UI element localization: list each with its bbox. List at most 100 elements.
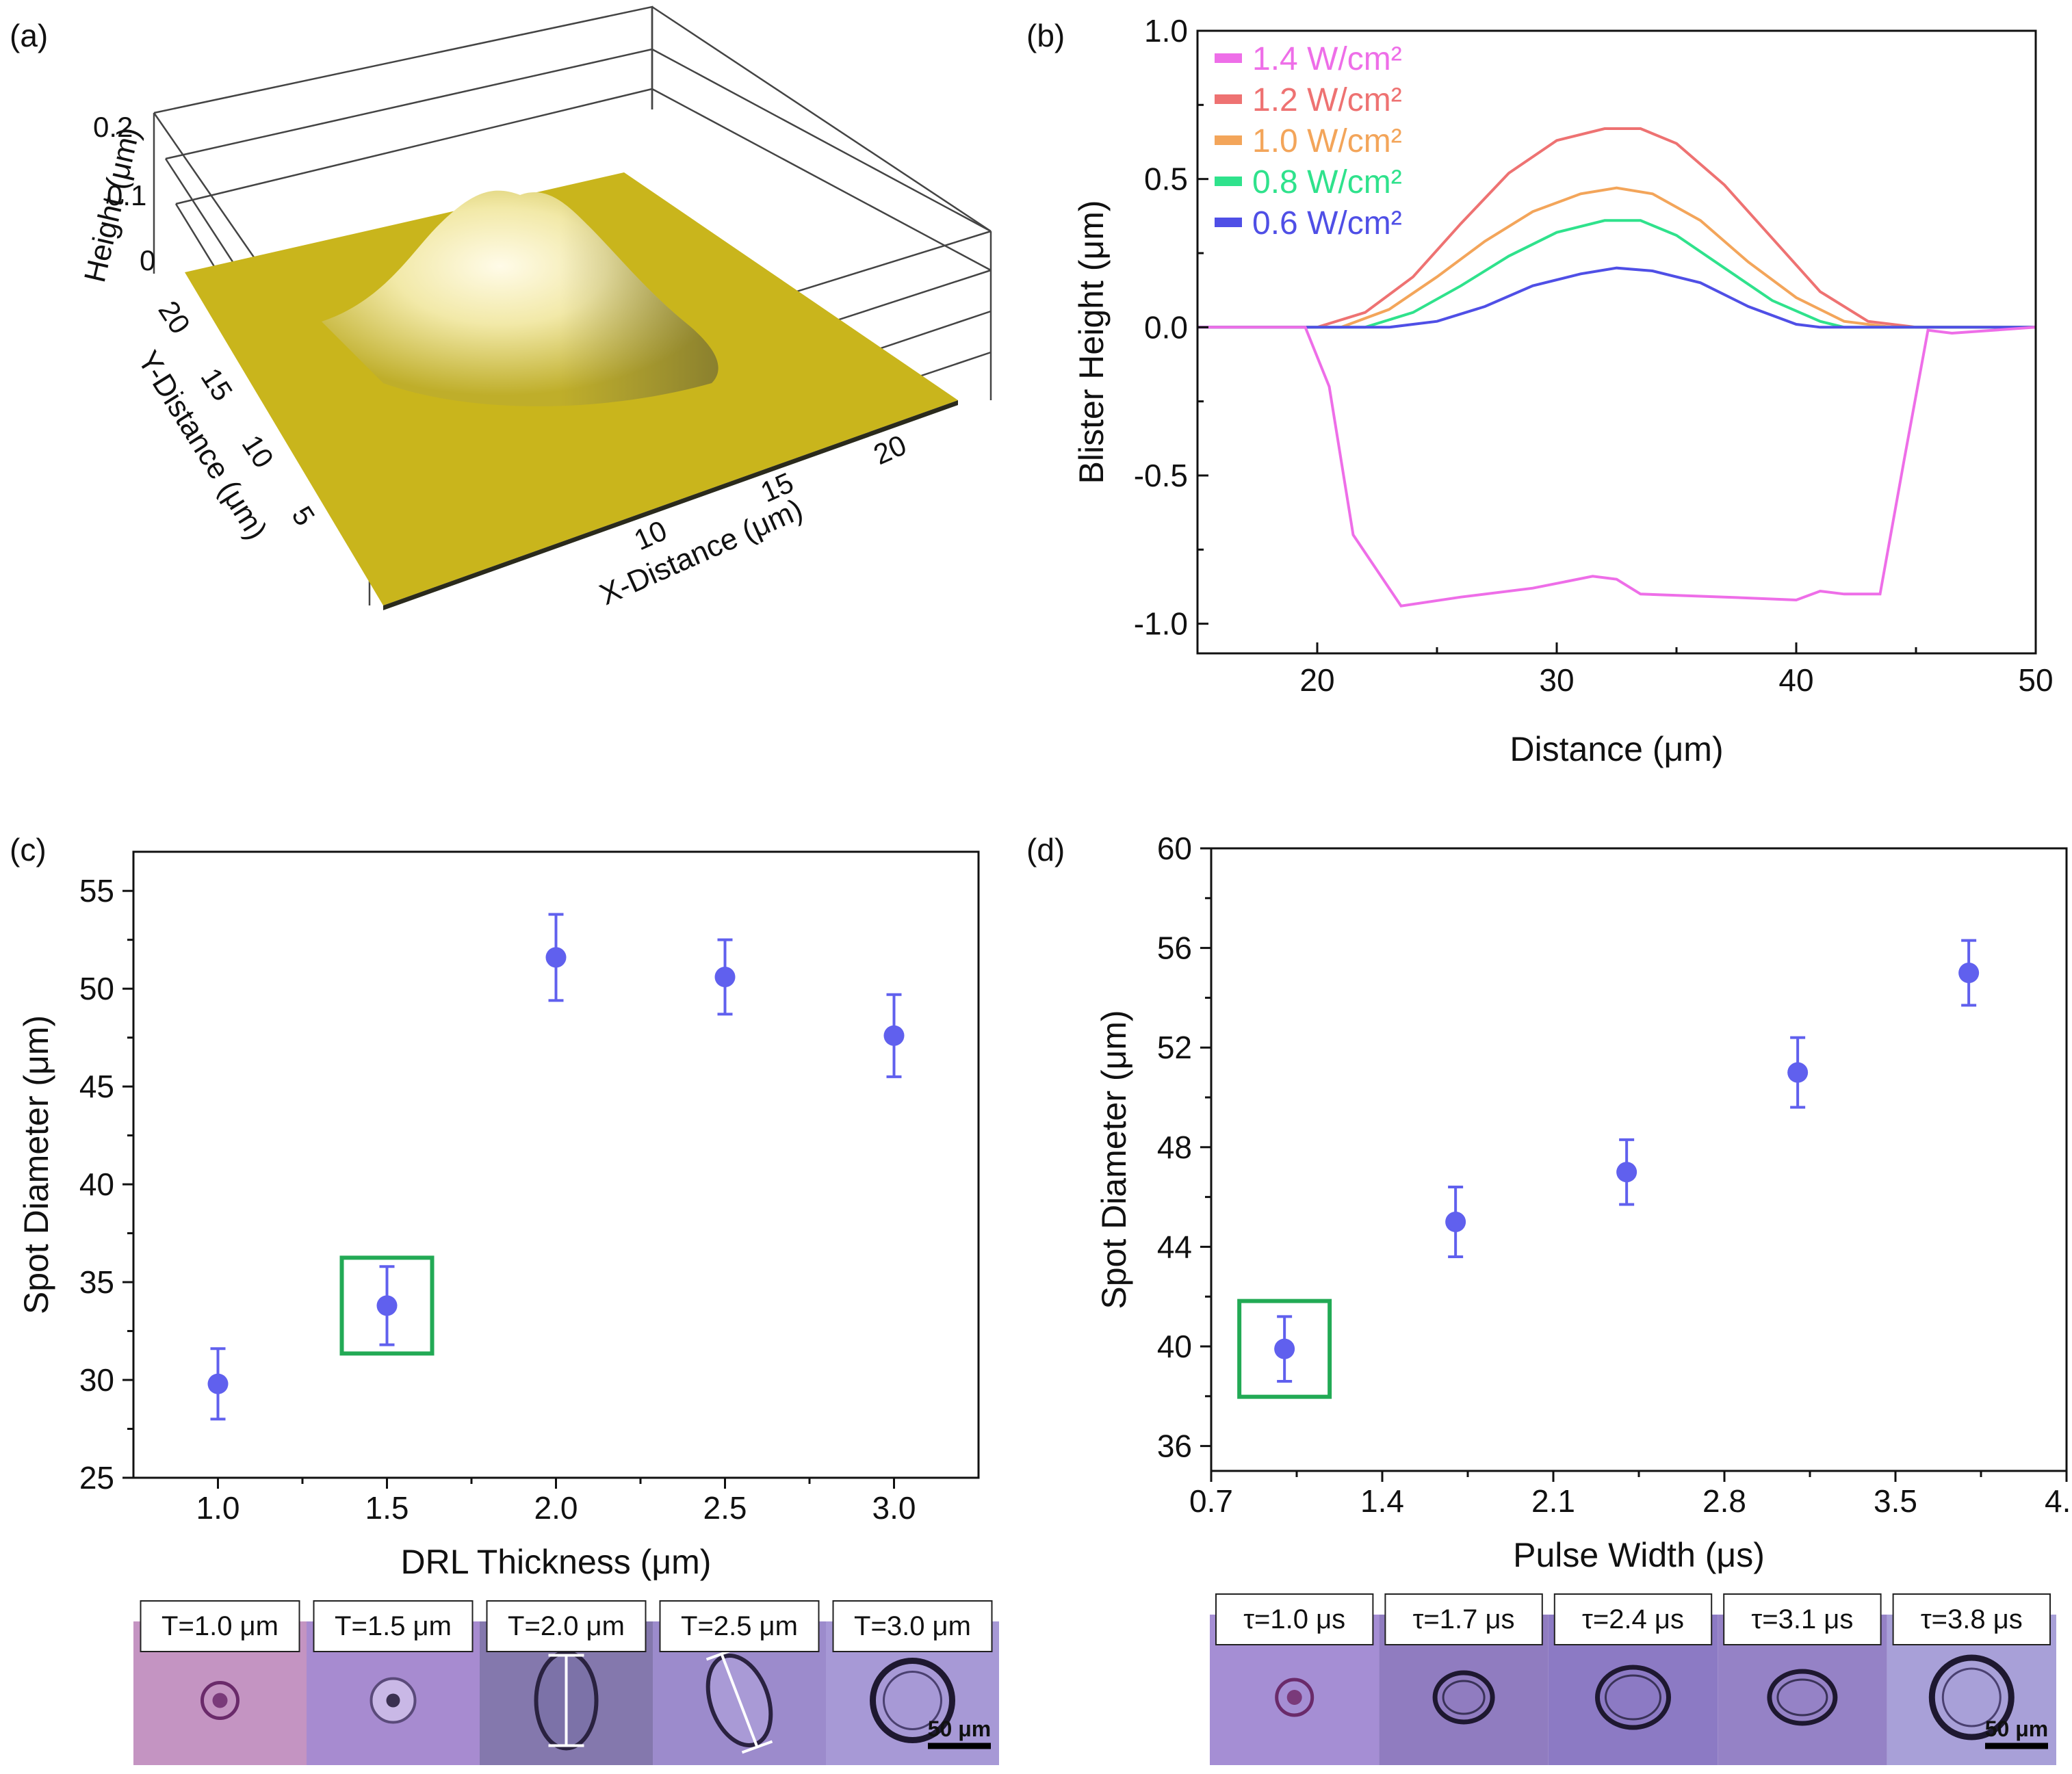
thumbnail-label-4: τ=3.8 μs bbox=[1921, 1604, 2023, 1634]
spot-core-0 bbox=[212, 1693, 228, 1708]
spot-inner-1 bbox=[1442, 1680, 1486, 1715]
z-tick-0: 0 bbox=[140, 244, 155, 276]
thumbnail-label-1: T=1.5 μm bbox=[335, 1611, 452, 1641]
thumbnail-label-box-2 bbox=[486, 1600, 647, 1652]
spot-inner-3 bbox=[1776, 1678, 1828, 1717]
series-line-1 bbox=[1197, 127, 2036, 329]
series-line-2 bbox=[1197, 186, 2036, 329]
legend-swatch-4 bbox=[1215, 218, 1242, 227]
panel-label-b: (b) bbox=[1026, 18, 1065, 53]
x-axis-title-c: DRL Thickness (μm) bbox=[401, 1543, 712, 1581]
z-tick-1: 0.1 bbox=[107, 179, 146, 211]
y-tick-label-2: 44 bbox=[1157, 1229, 1192, 1264]
y-tick-15: 15 bbox=[194, 362, 239, 406]
spot-3 bbox=[1767, 1669, 1838, 1726]
y-tick-label-3: 40 bbox=[79, 1166, 114, 1202]
legend-swatch-3 bbox=[1215, 177, 1242, 186]
x-tick-label-0: 0.7 bbox=[1189, 1483, 1233, 1519]
spot-0 bbox=[1275, 1678, 1315, 1717]
y-tick-label-4: -1.0 bbox=[1134, 606, 1188, 642]
spot-inner-4 bbox=[883, 1671, 942, 1730]
x-tick-label-2: 2.0 bbox=[534, 1490, 578, 1526]
y-tick-label-3: -0.5 bbox=[1134, 458, 1188, 493]
spot-4 bbox=[1928, 1654, 2015, 1740]
highlight-box bbox=[1237, 1299, 1332, 1399]
data-point-1 bbox=[1445, 1212, 1466, 1232]
thumbnail-label-4: T=3.0 μm bbox=[854, 1611, 971, 1641]
x-tick-label-3: 2.8 bbox=[1702, 1483, 1746, 1519]
data-point-0 bbox=[207, 1373, 229, 1394]
x-tick-label-1: 1.5 bbox=[365, 1490, 409, 1526]
x-tick-label-2: 2.1 bbox=[1531, 1483, 1575, 1519]
spot-measure-cap-bottom-3 bbox=[741, 1740, 773, 1754]
spot-core-1 bbox=[386, 1693, 400, 1708]
y-tick-label-3: 48 bbox=[1157, 1130, 1192, 1165]
legend-label-4: 0.6 W/cm² bbox=[1252, 205, 1402, 242]
data-point-3 bbox=[714, 967, 736, 987]
thumbnail-label-box-3 bbox=[659, 1600, 820, 1652]
y-tick-label-1: 0.5 bbox=[1144, 161, 1188, 197]
y-tick-label-4: 45 bbox=[79, 1069, 114, 1104]
data-point-4 bbox=[883, 1025, 905, 1046]
thumbnail-label-box-0 bbox=[140, 1600, 300, 1652]
thumbnail-label-2: τ=2.4 μs bbox=[1582, 1604, 1684, 1634]
x-tick-20: 20 bbox=[869, 428, 911, 471]
spot-0 bbox=[200, 1681, 239, 1720]
series-line-0 bbox=[1197, 326, 2036, 608]
x-tick-label-1: 1.4 bbox=[1360, 1483, 1404, 1519]
scale-bar-label: 50 μm bbox=[928, 1717, 992, 1741]
legend-swatch-1 bbox=[1215, 94, 1242, 104]
x-axis-title-b: Distance (μm) bbox=[1510, 730, 1723, 768]
data-point-4 bbox=[1958, 963, 1980, 983]
thumbnail-label-3: T=2.5 μm bbox=[681, 1611, 798, 1641]
y-tick-label-1: 40 bbox=[1157, 1329, 1192, 1364]
thumbnail-label-box-2 bbox=[1553, 1593, 1713, 1645]
y-tick-label-6: 60 bbox=[1157, 831, 1192, 866]
x-tick-label-4: 3.0 bbox=[872, 1490, 916, 1526]
y-tick-label-1: 30 bbox=[79, 1362, 114, 1398]
y-tick-label-0: 25 bbox=[79, 1460, 114, 1496]
legend-label-2: 1.0 W/cm² bbox=[1252, 123, 1402, 159]
panel-label-c: (c) bbox=[10, 832, 47, 868]
legend-label-3: 0.8 W/cm² bbox=[1252, 164, 1402, 200]
y-tick-label-2: 35 bbox=[79, 1264, 114, 1300]
data-point-1 bbox=[376, 1295, 398, 1316]
panel-label-d: (d) bbox=[1026, 832, 1065, 868]
spot-2 bbox=[1595, 1665, 1671, 1730]
y-tick-label-0: 36 bbox=[1157, 1429, 1192, 1464]
spot-4 bbox=[870, 1658, 955, 1743]
legend-label-0: 1.4 W/cm² bbox=[1252, 41, 1402, 77]
highlight-box bbox=[339, 1255, 435, 1356]
x-tick-label-5: 4.2 bbox=[2045, 1483, 2072, 1519]
y-tick-label-0: 1.0 bbox=[1144, 13, 1188, 49]
legend-swatch-0 bbox=[1215, 53, 1242, 63]
x-tick-label-2: 40 bbox=[1778, 662, 1813, 698]
legend-label-1: 1.2 W/cm² bbox=[1252, 82, 1402, 118]
spot-inner-4 bbox=[1941, 1667, 2002, 1727]
panel-b-line-chart: 20 30 40 50 1.0 0.5 0.0 -0.5 -1.0 Distance (μm) Bl… bbox=[1072, 13, 2054, 768]
spot-1 bbox=[1432, 1670, 1495, 1725]
y-tick-label-5: 56 bbox=[1157, 930, 1192, 966]
spot-core-0 bbox=[1286, 1690, 1302, 1705]
x-tick-label-0: 20 bbox=[1299, 662, 1334, 698]
x-tick-label-1: 30 bbox=[1539, 662, 1574, 698]
data-point-3 bbox=[1787, 1062, 1809, 1083]
thumbnail-label-box-4 bbox=[1892, 1593, 2051, 1645]
y-axis-title-c: Spot Diameter (μm) bbox=[17, 1015, 55, 1314]
y-axis-title-d: Spot Diameter (μm) bbox=[1095, 1010, 1133, 1309]
thumbnail-label-box-1 bbox=[1384, 1593, 1543, 1645]
thumbnail-label-0: τ=1.0 μs bbox=[1243, 1604, 1345, 1634]
series-line-3 bbox=[1197, 219, 2036, 329]
data-point-2 bbox=[545, 947, 567, 968]
spot-measure-3 bbox=[720, 1653, 759, 1748]
y-tick-label-5: 50 bbox=[79, 971, 114, 1006]
y-tick-label-2: 0.0 bbox=[1144, 309, 1188, 345]
surface-peak-shade bbox=[322, 190, 718, 406]
data-point-2 bbox=[1616, 1162, 1637, 1183]
series-line-4 bbox=[1197, 266, 2036, 329]
x-tick-label-0: 1.0 bbox=[196, 1490, 240, 1526]
panel-c-scatter: 1.0 1.5 2.0 2.5 3.0 25 30 35 40 45 50 55 DRL Thickne… bbox=[17, 850, 999, 1765]
panel-d-scatter: 0.7 1.4 2.1 2.8 3.5 4.2 36 40 44 48 52 56 60 Pulse Wi… bbox=[1095, 831, 2072, 1765]
panel-label-a: (a) bbox=[10, 18, 48, 53]
